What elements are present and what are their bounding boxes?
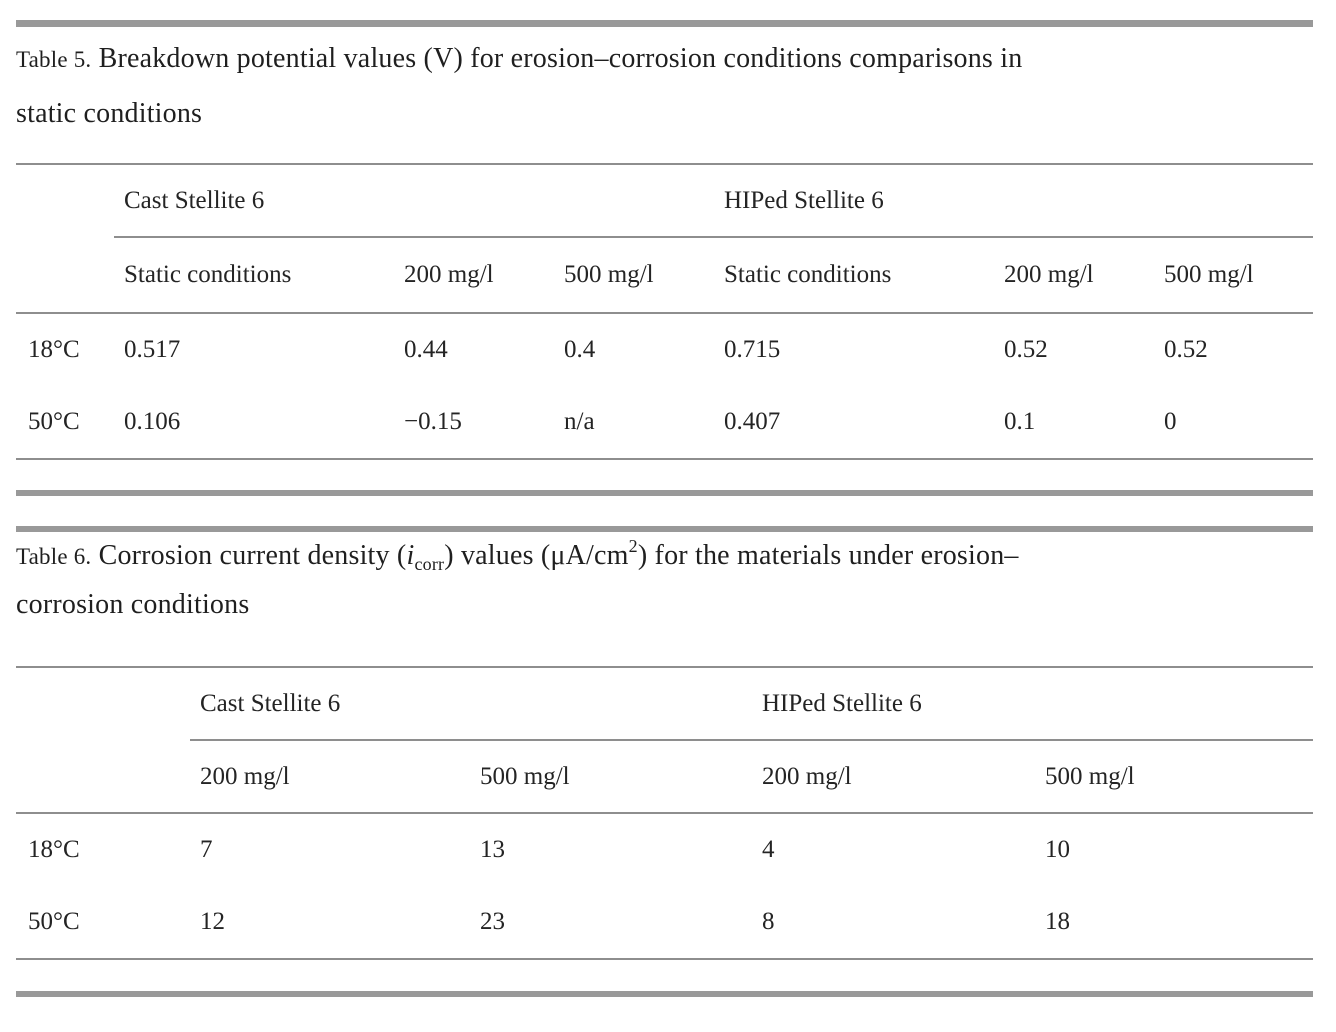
table6-cell: 10 [1045,836,1070,863]
table5-caption-text: Breakdown potential values (V) for erosi… [98,43,1023,74]
table5-row-18c: 18°C 0.517 0.44 0.4 0.715 0.52 0.52 [16,313,1313,386]
table6-sub-header-row: 200 mg/l 500 mg/l 200 mg/l 500 mg/l [16,740,1313,814]
table6-row-18c: 18°C 7 13 4 10 [16,813,1313,886]
table5-caption-line1: Table 5. Breakdown potential values (V) … [16,32,1313,87]
table6-caption-pre: Corrosion current density ( [98,540,407,571]
table5-subheader-cell: Static conditions [114,237,394,314]
table6-cell: 13 [480,836,505,863]
table5-cell: 0.715 [724,336,781,363]
table5-subheader-cell: 200 mg/l [994,237,1154,314]
table6-cell: 8 [762,908,775,935]
table-6: Cast Stellite 6 HIPed Stellite 6 200 mg/… [16,666,1313,960]
table6-group-header-hiped: HIPed Stellite 6 [752,667,1313,741]
table5-subheader-cell: 200 mg/l [394,237,554,314]
table-5: Cast Stellite 6 HIPed Stellite 6 Static … [16,163,1314,460]
table5-subheader-empty [16,237,114,314]
table6-caption-line2: corrosion conditions [16,581,1313,629]
table5-number-label: Table 5. [16,47,92,72]
table5-subheader-cell: 500 mg/l [1154,237,1314,314]
table6-cell: 23 [480,908,505,935]
table5-cell: 0.44 [404,336,448,363]
table6-caption-line1: Table 6. Corrosion current density (icor… [16,532,1313,581]
table6-subheader-empty [16,740,190,814]
heavy-rule-bottom [16,991,1313,997]
heavy-rule-top [16,526,1313,532]
table6-subheader-cell: 200 mg/l [190,740,470,814]
table6-cell: 7 [200,836,213,863]
table5-cell: 0.407 [724,408,781,435]
table6-cell: 12 [200,908,225,935]
table6-subheader-cell: 500 mg/l [470,740,752,814]
table5-subheader-cell: Static conditions [714,237,994,314]
table5-group-header-row: Cast Stellite 6 HIPed Stellite 6 [16,164,1314,238]
table5-cell: 0.4 [564,336,596,363]
table6-group-header-row: Cast Stellite 6 HIPed Stellite 6 [16,667,1313,741]
cm-squared-superscript: 2 [628,536,638,556]
table5-cell: 0.52 [1164,336,1208,363]
table6-subheader-cell: 500 mg/l [1035,740,1313,814]
table6-row-50c: 50°C 12 23 8 18 [16,886,1313,959]
table6-caption-post: ) for the materials under erosion– [637,540,1019,571]
table5-caption-text-cont: static conditions [16,98,203,129]
table5-cell: 0 [1164,408,1177,435]
table5-group-header-hiped: HIPed Stellite 6 [714,164,1314,238]
table6-cell: 4 [762,836,775,863]
table5-group-header-cast: Cast Stellite 6 [114,164,714,238]
table5-cell: −0.15 [404,408,462,435]
table6-group-header-cast: Cast Stellite 6 [190,667,752,741]
current-symbol-italic: i [406,540,415,571]
table5-row-label: 50°C [28,408,80,435]
table5-caption: Table 5. Breakdown potential values (V) … [16,32,1313,141]
table6-corner-cell [16,667,190,740]
table5-cell: n/a [564,408,595,435]
table5-corner-cell [16,164,114,237]
table6-caption-text-cont: corrosion conditions [16,589,250,620]
table5-cell: 0.517 [124,336,181,363]
table6-block: Table 6. Corrosion current density (icor… [16,526,1313,997]
table5-caption-line2: static conditions [16,87,1313,141]
current-symbol-subscript: corr [414,554,445,574]
table5-sub-header-row: Static conditions 200 mg/l 500 mg/l Stat… [16,237,1314,314]
table6-number-label: Table 6. [16,544,92,569]
table6-subheader-cell: 200 mg/l [752,740,1035,814]
heavy-rule-top [16,20,1313,27]
table5-block: Table 5. Breakdown potential values (V) … [16,20,1314,496]
table5-row-label: 18°C [28,336,80,363]
table6-caption: Table 6. Corrosion current density (icor… [16,532,1313,629]
table5-row-50c: 50°C 0.106 −0.15 n/a 0.407 0.1 0 [16,386,1313,459]
table5-subheader-cell: 500 mg/l [554,237,714,314]
table5-cell: 0.106 [124,408,181,435]
table6-caption-mid: ) values (μA/cm [444,540,629,571]
table6-cell: 18 [1045,908,1070,935]
table5-cell: 0.1 [1004,408,1036,435]
table6-row-label: 50°C [28,908,80,935]
heavy-rule-bottom [16,490,1313,496]
table5-cell: 0.52 [1004,336,1048,363]
table6-row-label: 18°C [28,836,80,863]
